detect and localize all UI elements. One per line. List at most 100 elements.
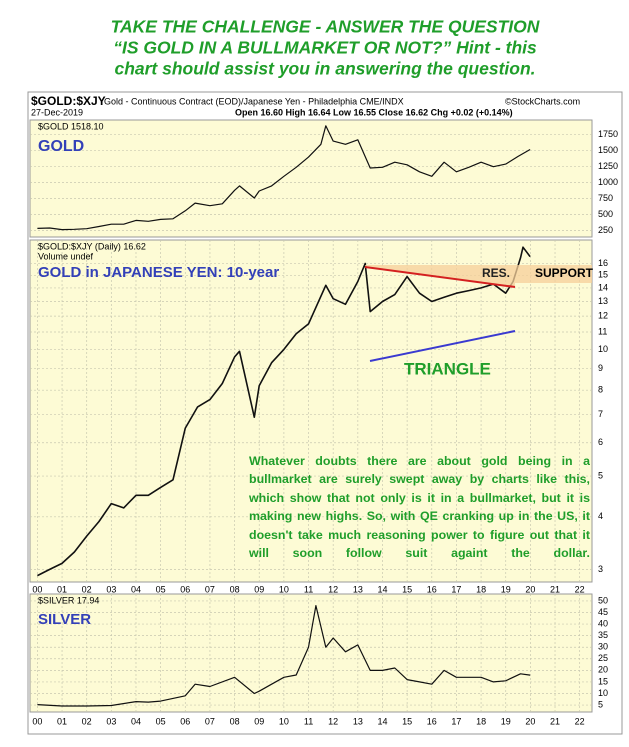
x-tick-label: 12 [328, 584, 338, 594]
volume-label: Volume undef [38, 251, 94, 261]
series-line [37, 246, 531, 577]
x-tick-label: 15 [402, 716, 412, 726]
header-line: “IS GOLD IN A BULLMARKET OR NOT?” Hint -… [113, 38, 537, 58]
x-tick-label: 02 [82, 716, 92, 726]
y-tick-label: 5 [598, 699, 603, 709]
y-tick-label: 1500 [598, 145, 618, 155]
y-tick-label: 9 [598, 363, 603, 373]
x-tick-label: 02 [82, 584, 92, 594]
x-tick-label: 04 [131, 716, 141, 726]
x-tick-label: 01 [57, 716, 67, 726]
support-line [369, 330, 516, 362]
y-tick-label: 20 [598, 665, 608, 675]
y-tick-label: 50 [598, 595, 608, 605]
x-tick-label: 21 [550, 716, 560, 726]
x-tick-label: 04 [131, 584, 141, 594]
x-tick-label: 09 [254, 716, 264, 726]
y-tick-label: 7 [598, 409, 603, 419]
x-tick-label: 12 [328, 716, 338, 726]
x-tick-label: 22 [575, 716, 585, 726]
y-tick-label: 5 [598, 470, 603, 480]
legend: $GOLD 1518.10 [38, 121, 104, 131]
panel-title: GOLD in JAPANESE YEN: 10-year [38, 264, 279, 281]
x-tick-label: 19 [501, 584, 511, 594]
ohlc: Open 16.60 High 16.64 Low 16.55 Close 16… [235, 107, 513, 117]
source: ©StockCharts.com [505, 96, 580, 106]
annotation: TRIANGLE [404, 359, 491, 378]
support-zone [515, 265, 592, 283]
y-tick-label: 15 [598, 270, 608, 280]
x-tick-label: 07 [205, 716, 215, 726]
x-tick-label: 03 [106, 584, 116, 594]
x-tick-label: 21 [550, 584, 560, 594]
date: 27-Dec-2019 [31, 107, 83, 117]
y-tick-label: 13 [598, 296, 608, 306]
x-tick-label: 17 [451, 584, 461, 594]
y-tick-label: 3 [598, 564, 603, 574]
x-tick-label: 15 [402, 584, 412, 594]
description: Gold - Continuous Contract (EOD)/Japanes… [104, 96, 404, 106]
x-tick-label: 20 [525, 716, 535, 726]
note-box: Whatever doubts there are about gold bei… [249, 454, 590, 561]
y-tick-label: 16 [598, 258, 608, 268]
x-tick-label: 11 [304, 584, 313, 594]
legend: $SILVER 17.94 [38, 595, 99, 605]
y-tick-label: 4 [598, 511, 603, 521]
series-line [37, 125, 531, 231]
y-tick-label: 40 [598, 618, 608, 628]
chart-frame [27, 91, 623, 735]
x-tick-label: 00 [32, 716, 42, 726]
y-tick-label: 35 [598, 630, 608, 640]
x-tick-label: 16 [427, 716, 437, 726]
x-tick-label: 06 [180, 584, 190, 594]
x-tick-label: 14 [377, 716, 387, 726]
y-tick-label: 30 [598, 642, 608, 652]
y-tick-label: 10 [598, 344, 608, 354]
x-tick-label: 08 [230, 584, 240, 594]
x-tick-label: 18 [476, 584, 486, 594]
y-tick-label: 12 [598, 310, 608, 320]
x-tick-label: 17 [451, 716, 461, 726]
panel [29, 239, 593, 583]
y-tick-label: 6 [598, 437, 603, 447]
x-tick-label: 10 [279, 584, 289, 594]
x-tick-label: 07 [205, 584, 215, 594]
series-line [37, 605, 531, 707]
x-tick-label: 13 [353, 584, 363, 594]
y-tick-label: 8 [598, 385, 603, 395]
header-line: chart should assist you in answering the… [114, 59, 535, 79]
x-tick-label: 08 [230, 716, 240, 726]
y-tick-label: 45 [598, 607, 608, 617]
panels: 2505007501000125015001750345678910111213… [29, 119, 618, 726]
panel-title: GOLD [38, 138, 84, 155]
symbol: $GOLD:$XJY [31, 94, 106, 108]
annotation: RES. [482, 266, 510, 280]
x-tick-label: 05 [156, 584, 166, 594]
x-tick-label: 22 [575, 584, 585, 594]
x-tick-label: 11 [304, 716, 313, 726]
x-tick-label: 06 [180, 716, 190, 726]
y-tick-label: 10 [598, 688, 608, 698]
panel-title: SILVER [38, 611, 91, 628]
y-tick-label: 750 [598, 193, 613, 203]
panel [29, 119, 593, 238]
y-tick-label: 1000 [598, 177, 618, 187]
header-line: TAKE THE CHALLENGE - ANSWER THE QUESTION [111, 17, 540, 37]
x-tick-label: 00 [32, 584, 42, 594]
annotation: SUPPORT [535, 266, 594, 280]
x-tick-label: 03 [106, 716, 116, 726]
y-tick-label: 250 [598, 225, 613, 235]
panel [29, 593, 593, 713]
x-tick-label: 19 [501, 716, 511, 726]
y-tick-label: 25 [598, 653, 608, 663]
note: Whatever doubts there are about gold bei… [249, 454, 590, 561]
y-tick-label: 500 [598, 209, 613, 219]
x-tick-label: 18 [476, 716, 486, 726]
y-tick-label: 15 [598, 676, 608, 686]
resistance-line [364, 266, 516, 288]
y-tick-label: 14 [598, 282, 608, 292]
x-tick-label: 20 [525, 584, 535, 594]
y-tick-label: 11 [598, 326, 607, 336]
x-tick-label: 05 [156, 716, 166, 726]
